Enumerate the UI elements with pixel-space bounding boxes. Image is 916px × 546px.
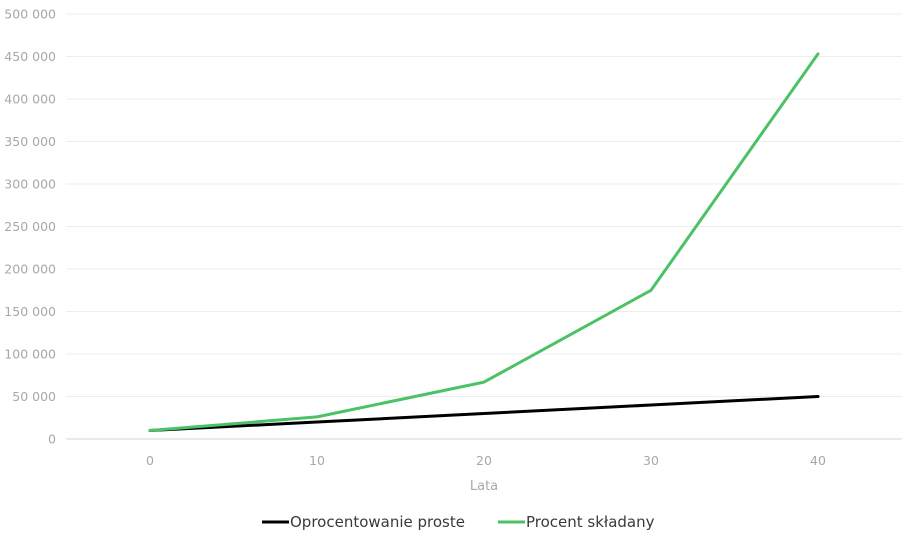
y-tick-label: 50 000: [12, 389, 56, 404]
y-tick-label: 450 000: [4, 49, 56, 64]
y-tick-label: 250 000: [4, 219, 56, 234]
y-tick-label: 350 000: [4, 134, 56, 149]
x-axis-ticks: 0 10 20 30 40: [146, 453, 826, 468]
y-tick-label: 500 000: [4, 7, 56, 22]
legend-label: Oprocentowanie proste: [290, 513, 465, 531]
x-tick-label: 40: [810, 453, 826, 468]
y-tick-label: 150 000: [4, 304, 56, 319]
y-tick-label: 400 000: [4, 92, 56, 107]
x-tick-label: 20: [476, 453, 492, 468]
legend-label: Procent składany: [526, 513, 655, 531]
series-line: [148, 52, 820, 432]
x-tick-label: 0: [146, 453, 154, 468]
y-tick-label: 300 000: [4, 177, 56, 192]
legend-item: Oprocentowanie proste: [262, 513, 465, 531]
gridlines: [66, 13, 902, 397]
x-tick-label: 30: [643, 453, 659, 468]
y-tick-label: 200 000: [4, 262, 56, 277]
legend-item: Procent składany: [498, 513, 655, 531]
legend: Oprocentowanie proste Procent składany: [262, 513, 655, 531]
x-axis-label: Lata: [470, 479, 498, 494]
y-tick-label: 0: [48, 432, 56, 447]
series-lines: [148, 52, 820, 432]
series-line: [148, 395, 820, 432]
y-axis-ticks: 0 50 000 100 000 150 000 200 000 250 000 300 0…: [4, 7, 56, 447]
x-tick-label: 10: [309, 453, 325, 468]
y-tick-label: 100 000: [4, 347, 56, 362]
